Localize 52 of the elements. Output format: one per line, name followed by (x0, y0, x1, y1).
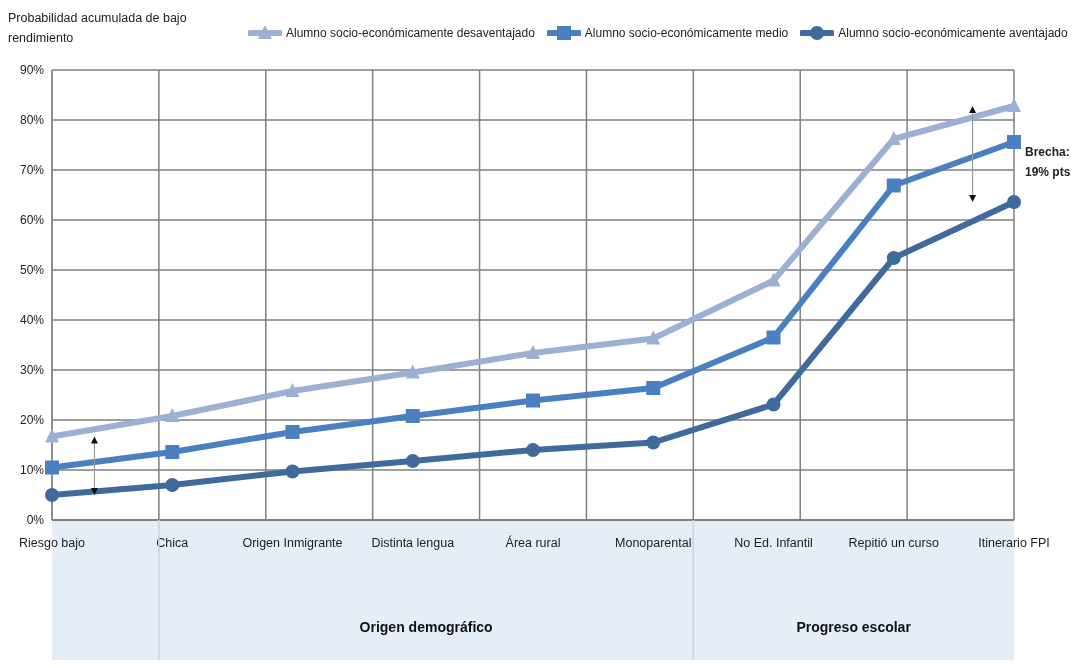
x-tick-label: Repitió un curso (848, 535, 939, 550)
point (45, 428, 59, 443)
point (526, 345, 540, 359)
x-tick-label: Origen Inmigrante (242, 535, 343, 550)
text: Brecha: 19% pts (1025, 145, 1071, 179)
legend-label: Alumno socio-económicamente aventajado (837, 26, 1068, 40)
text: Progreso escolar (796, 619, 912, 635)
point (405, 409, 420, 423)
point (646, 330, 661, 345)
legend-label: Alumno socio-económicamente desaventajado (285, 26, 535, 40)
point (886, 178, 901, 193)
y-tick-label: 30% (19, 363, 45, 378)
y-tick-label: 90% (19, 63, 45, 78)
x-tick-label: Monoparental (615, 535, 692, 550)
x-tick-label: Riesgo bajo (18, 535, 86, 550)
y-tick-label: 80% (19, 113, 45, 128)
point (405, 454, 420, 468)
point (285, 425, 300, 439)
point (165, 408, 180, 422)
x-tick-label: No Ed. Infantil (734, 535, 813, 550)
point (526, 443, 540, 457)
y-tick-label: 50% (19, 263, 45, 278)
x-tick-label: Área rural (505, 534, 561, 550)
point (766, 272, 781, 287)
y-tick-label: 0% (26, 513, 45, 528)
point (766, 330, 781, 345)
legend-label: Alumno socio-económicamente medio (583, 26, 789, 40)
point (766, 397, 781, 412)
y-tick-label: 70% (19, 163, 45, 178)
point (165, 445, 180, 459)
point (646, 381, 661, 395)
point (646, 435, 661, 450)
point (1007, 195, 1021, 209)
point (1007, 135, 1021, 149)
y-tick-label: 20% (19, 413, 45, 428)
x-tick-label: Distinta lengua (371, 535, 455, 550)
y-tick-label: 10% (19, 463, 45, 478)
x-tick-label: Chica (156, 535, 189, 550)
point (405, 364, 420, 379)
y-tick-label: 40% (19, 313, 45, 328)
point (1007, 98, 1021, 112)
point (285, 383, 300, 397)
y-tick-label: 60% (19, 213, 45, 228)
text: Origen demográfico (359, 619, 493, 635)
point (886, 251, 901, 265)
point (285, 464, 300, 479)
y-axis-title: Probabilidad acumulada de bajo rendimiento (8, 10, 188, 47)
point (526, 393, 540, 408)
x-tick-label: Itinerario FPI (978, 535, 1050, 550)
point (45, 488, 59, 502)
point (165, 478, 180, 492)
point (45, 460, 59, 475)
